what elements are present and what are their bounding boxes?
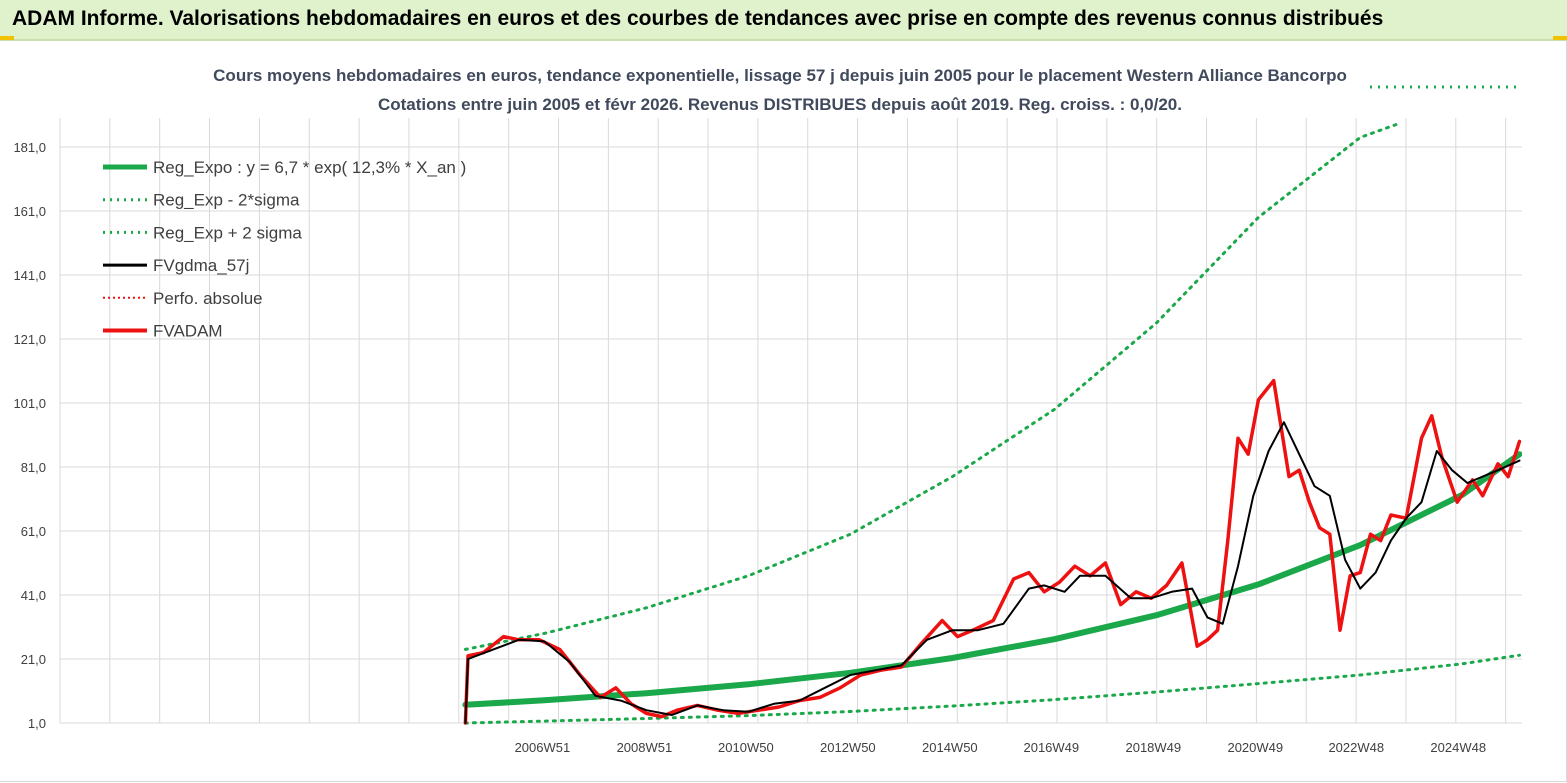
series-fvadam xyxy=(463,378,1522,725)
y-tick-label: 41,0 xyxy=(21,588,46,603)
x-tick-label: 2016W49 xyxy=(1023,740,1079,755)
legend-label: Reg_Exp - 2*sigma xyxy=(153,191,300,210)
x-tick-label: 2024W48 xyxy=(1430,740,1486,755)
legend-label: FVgdma_57j xyxy=(153,256,249,275)
x-tick-label: 2006W51 xyxy=(515,740,571,755)
y-tick-label: 61,0 xyxy=(21,524,46,539)
series-layer xyxy=(462,123,1522,725)
y-axis: 1,0 21,0 41,0 61,0 81,0 101,0 121,0 141,0 161,0 1… xyxy=(13,140,46,731)
x-tick-label: 2008W51 xyxy=(617,740,673,755)
corner-mark-right xyxy=(1553,36,1567,40)
y-tick-label: 141,0 xyxy=(13,268,46,283)
y-tick-label: 1,0 xyxy=(28,716,46,731)
y-tick-label: 101,0 xyxy=(13,396,46,411)
y-tick-label: 161,0 xyxy=(13,204,46,219)
chart-title-line2: Cotations entre juin 2005 et févr 2026. … xyxy=(378,95,1182,114)
y-tick-label: 121,0 xyxy=(13,332,46,347)
x-tick-label: 2020W49 xyxy=(1227,740,1283,755)
legend-label: FVADAM xyxy=(153,322,223,341)
legend-label: Reg_Exp + 2 sigma xyxy=(153,223,302,242)
series-reg-expo xyxy=(462,451,1522,708)
y-tick-label: 181,0 xyxy=(13,140,46,155)
grid-lines xyxy=(59,118,1522,724)
y-tick-label: 81,0 xyxy=(21,460,46,475)
legend-label: Reg_Expo : y = 6,7 * exp( 12,3% * X_an ) xyxy=(153,158,466,177)
legend-label: Perfo. absolue xyxy=(153,289,263,308)
series-fvgdma-57j xyxy=(464,421,1521,724)
corner-mark-left xyxy=(0,36,14,40)
header-banner: ADAM Informe. Valorisations hebdomadaire… xyxy=(0,0,1567,41)
series-upper-band xyxy=(463,123,1398,651)
x-tick-label: 2012W50 xyxy=(820,740,876,755)
legend: Reg_Expo : y = 6,7 * exp( 12,3% * X_an )… xyxy=(103,158,466,341)
x-tick-label: 2022W48 xyxy=(1328,740,1384,755)
page-title: ADAM Informe. Valorisations hebdomadaire… xyxy=(12,7,1384,30)
x-tick-label: 2014W50 xyxy=(922,740,978,755)
x-tick-label: 2010W50 xyxy=(718,740,774,755)
x-tick-label: 2018W49 xyxy=(1125,740,1181,755)
series-lower-band xyxy=(463,653,1521,725)
y-tick-label: 21,0 xyxy=(21,652,46,667)
chart-title-line1: Cours moyens hebdomadaires en euros, ten… xyxy=(213,66,1347,85)
x-axis: 2006W51 2008W51 2010W50 2012W50 2014W50 2016W… xyxy=(515,740,1487,755)
